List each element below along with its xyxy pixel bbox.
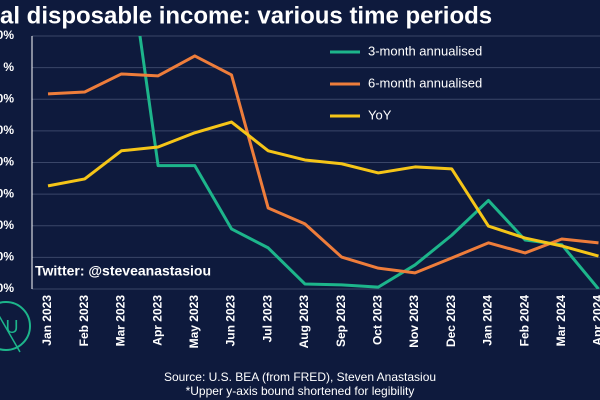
series-line (47, 54, 599, 275)
chart-title: al disposable income: various time perio… (0, 2, 492, 29)
y-tick-label: 0% (0, 281, 14, 295)
y-tick-label: 0% (0, 250, 14, 264)
x-tick-label: Apr 2024 (591, 295, 600, 346)
x-tick-label: Mar 2024 (554, 295, 568, 347)
x-tick-label: Mar 2023 (114, 295, 128, 347)
x-tick-label: Oct 2023 (370, 295, 384, 345)
y-tick-label: 0% (0, 28, 14, 42)
x-tick-label: Feb 2023 (77, 295, 91, 347)
x-tick-label: Jul 2023 (260, 295, 274, 343)
plot-area (47, 36, 600, 289)
y-tick-label: % (3, 60, 14, 74)
x-tick-label: Feb 2024 (517, 295, 531, 347)
x-tick-label: Jun 2023 (224, 295, 238, 347)
annotation: Twitter: @steveanastasiou (35, 263, 211, 279)
series-line (47, 120, 599, 258)
x-tick-label: May 2023 (187, 295, 201, 349)
legend-label: 6-month annualised (368, 75, 482, 90)
note: *Upper y-axis bound shortened for legibi… (186, 384, 415, 398)
y-tick-label: 0% (0, 155, 14, 169)
x-tick-label: Jan 2024 (481, 295, 495, 346)
y-tick-label: 0% (0, 218, 14, 232)
logo: U (0, 301, 31, 353)
source: Source: U.S. BEA (from FRED), Steven Ana… (164, 370, 436, 384)
x-tick-label: Sep 2023 (334, 295, 348, 347)
legend-label: YoY (368, 107, 392, 122)
y-tick-label: 0% (0, 91, 14, 105)
legend-label: 3-month annualised (368, 43, 482, 58)
svg-text:U: U (6, 317, 19, 337)
y-tick-label: 0% (0, 186, 14, 200)
series-line (138, 36, 600, 289)
x-tick-label: Dec 2023 (444, 295, 458, 347)
x-tick-label: Aug 2023 (297, 295, 311, 349)
x-tick-label: Nov 2023 (407, 295, 421, 348)
x-tick-label: Jan 2023 (40, 295, 54, 346)
y-tick-label: 0% (0, 123, 14, 137)
x-tick-label: Apr 2023 (150, 295, 164, 346)
